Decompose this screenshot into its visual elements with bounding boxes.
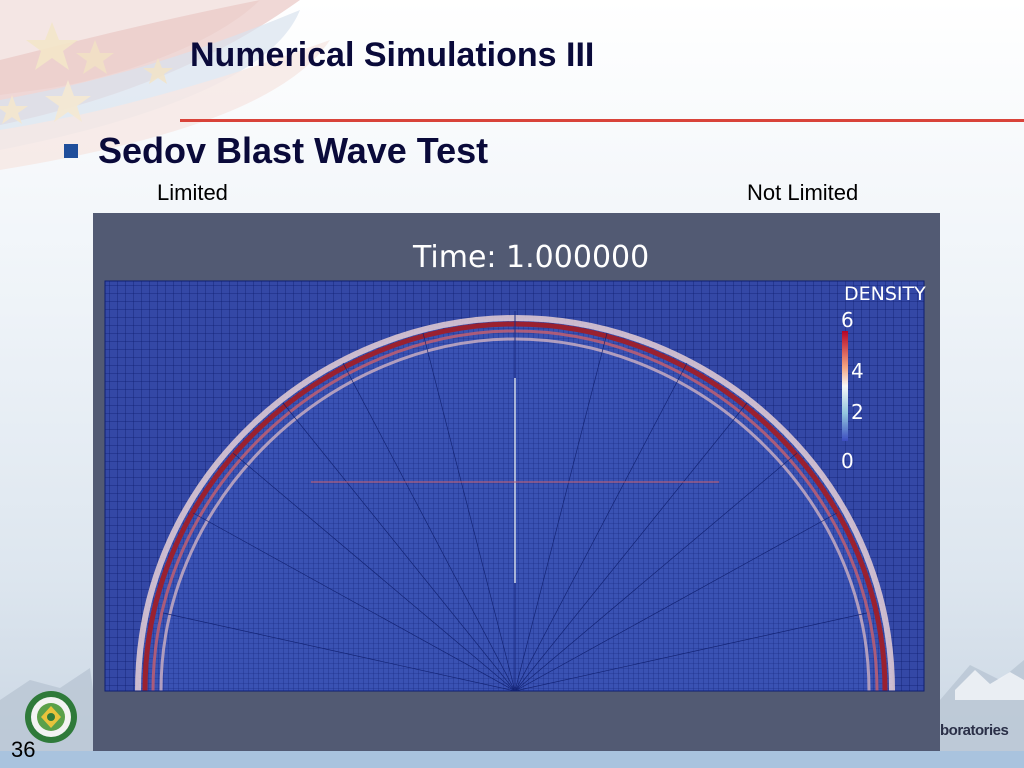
colorbar: [842, 331, 848, 441]
star-icon: [26, 22, 78, 70]
label-limited: Limited: [157, 180, 228, 205]
label-not-limited: Not Limited: [747, 180, 859, 205]
star-icon: [45, 80, 91, 122]
title-rule: [180, 119, 1024, 122]
doe-seal-icon: [25, 691, 77, 743]
bullet-text: Sedov Blast Wave Test: [98, 130, 489, 171]
colorbar-tick: 6: [841, 308, 854, 332]
star-icon: [143, 58, 173, 84]
simulation-panel: Time: 1.000000: [93, 213, 940, 751]
page-number: 36: [11, 737, 36, 762]
colorbar-title: DENSITY: [844, 283, 926, 305]
star-icon: [0, 95, 28, 124]
lab-logo-text: boratories: [940, 722, 1009, 739]
colorbar-tick: 2: [851, 400, 864, 424]
colorbar-tick: 4: [851, 359, 864, 383]
mesh-domain: [105, 281, 924, 691]
bullet-item: Sedov Blast Wave Test: [64, 130, 488, 172]
colorbar-tick: 0: [841, 449, 854, 473]
bullet-square-icon: [64, 144, 78, 158]
star-icon: [76, 40, 114, 74]
slide-title: Numerical Simulations III: [190, 36, 595, 74]
time-label: Time: 1.000000: [412, 240, 649, 275]
bottom-band: [0, 751, 1024, 768]
